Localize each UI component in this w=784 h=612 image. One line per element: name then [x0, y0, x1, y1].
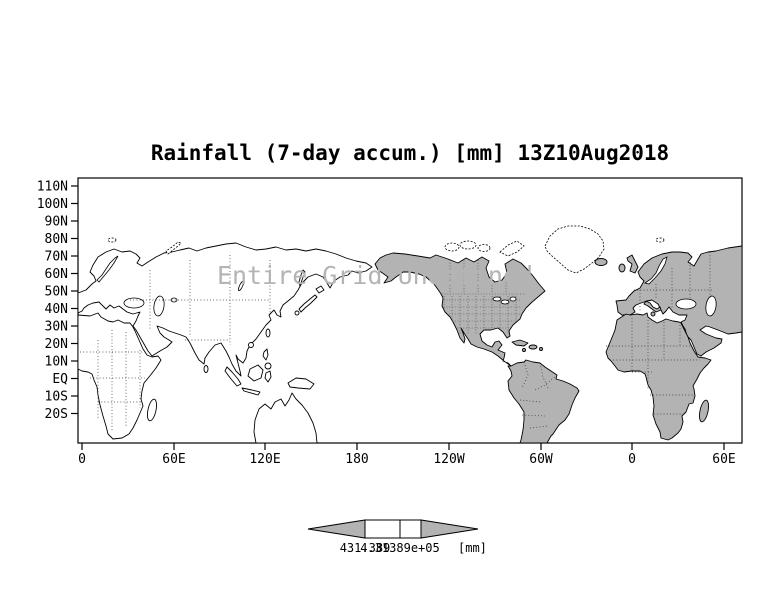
colorbar-tick-label: 431.389 [340, 541, 391, 555]
lat-axis-label: 60N [45, 267, 68, 282]
colorbar-left-arrow [307, 519, 366, 539]
lat-axis-label: 100N [37, 197, 68, 212]
lat-axis-label: 110N [37, 180, 68, 195]
baltic-sea-left [96, 255, 119, 283]
lat-axis-label: 20N [45, 337, 68, 352]
continent-north-america [374, 252, 546, 367]
black-sea-left [123, 297, 145, 309]
lon-axis-label: 120E [249, 452, 280, 467]
lat-axis-label: 10N [45, 355, 68, 370]
lon-axis-label: 0 [78, 452, 86, 467]
lat-axis-label: 70N [45, 250, 68, 265]
lon-axis-label: 180 [345, 452, 368, 467]
caspian-sea-left [153, 295, 165, 317]
lat-axis: 110N 100N 90N 80N 70N 60N 50N 40N 30N 20… [37, 180, 78, 422]
lat-axis-label: 90N [45, 215, 68, 230]
us-state-borders [436, 260, 526, 334]
ireland [618, 263, 626, 273]
lon-axis-label: 60E [162, 452, 185, 467]
lat-axis-label: 40N [45, 302, 68, 317]
colorbar-box [364, 519, 422, 539]
plot-title: Rainfall (7-day accum.) [mm] 13Z10Aug201… [151, 141, 669, 165]
caribbean-islands [511, 339, 543, 352]
continent-eurasia [77, 242, 373, 377]
eurasia-borders [80, 255, 271, 432]
lat-axis-label: 30N [45, 320, 68, 335]
lon-axis-label: 120W [433, 452, 464, 467]
lake-baikal [238, 281, 244, 291]
novaya-zemlya [165, 241, 182, 255]
colorbar-tick-label: 4.31389e+05 [360, 541, 439, 555]
continent-africa-left [77, 312, 162, 440]
lat-axis-label: 50N [45, 285, 68, 300]
lon-axis-label: 0 [628, 452, 636, 467]
lon-axis-label: 60W [529, 452, 553, 467]
lat-axis-label: EQ [52, 372, 68, 387]
south-america-borders [519, 361, 558, 429]
svalbard-right [655, 237, 665, 243]
lon-axis: 0 60E 120E 180 120W 60W 0 60E [78, 443, 736, 467]
italy [643, 300, 662, 313]
africa-europe-borders [606, 252, 714, 415]
island-madagascar-left [147, 398, 157, 422]
arctic-islands [444, 240, 525, 257]
continent-africa-right [605, 312, 712, 441]
svalbard-left [107, 237, 117, 243]
colorbar: 431.389 4.31389e+05 [mm] [307, 519, 487, 555]
island-madagascar-right [699, 399, 709, 423]
sicily [650, 311, 656, 317]
baltic-sea-right [644, 256, 668, 285]
lon-axis-label: 60E [712, 452, 735, 467]
colorbar-right-arrow [420, 519, 479, 539]
lat-axis-label: 10S [45, 390, 68, 405]
lat-axis-label: 20S [45, 407, 68, 422]
colorbar-units-label: [mm] [458, 541, 487, 555]
greenland [544, 225, 605, 274]
overlay-status-text: Entire Grid Undefined [217, 261, 533, 290]
aral-sea-left [170, 297, 178, 303]
iceland [594, 258, 608, 266]
lat-axis-label: 80N [45, 232, 68, 247]
continent-south-america [507, 359, 580, 444]
great-britain [626, 254, 639, 274]
continent-australia [253, 392, 318, 444]
caspian-sea-right [705, 295, 717, 317]
black-sea-right [675, 298, 697, 310]
great-lakes [492, 296, 517, 305]
asia-islands [203, 269, 325, 396]
